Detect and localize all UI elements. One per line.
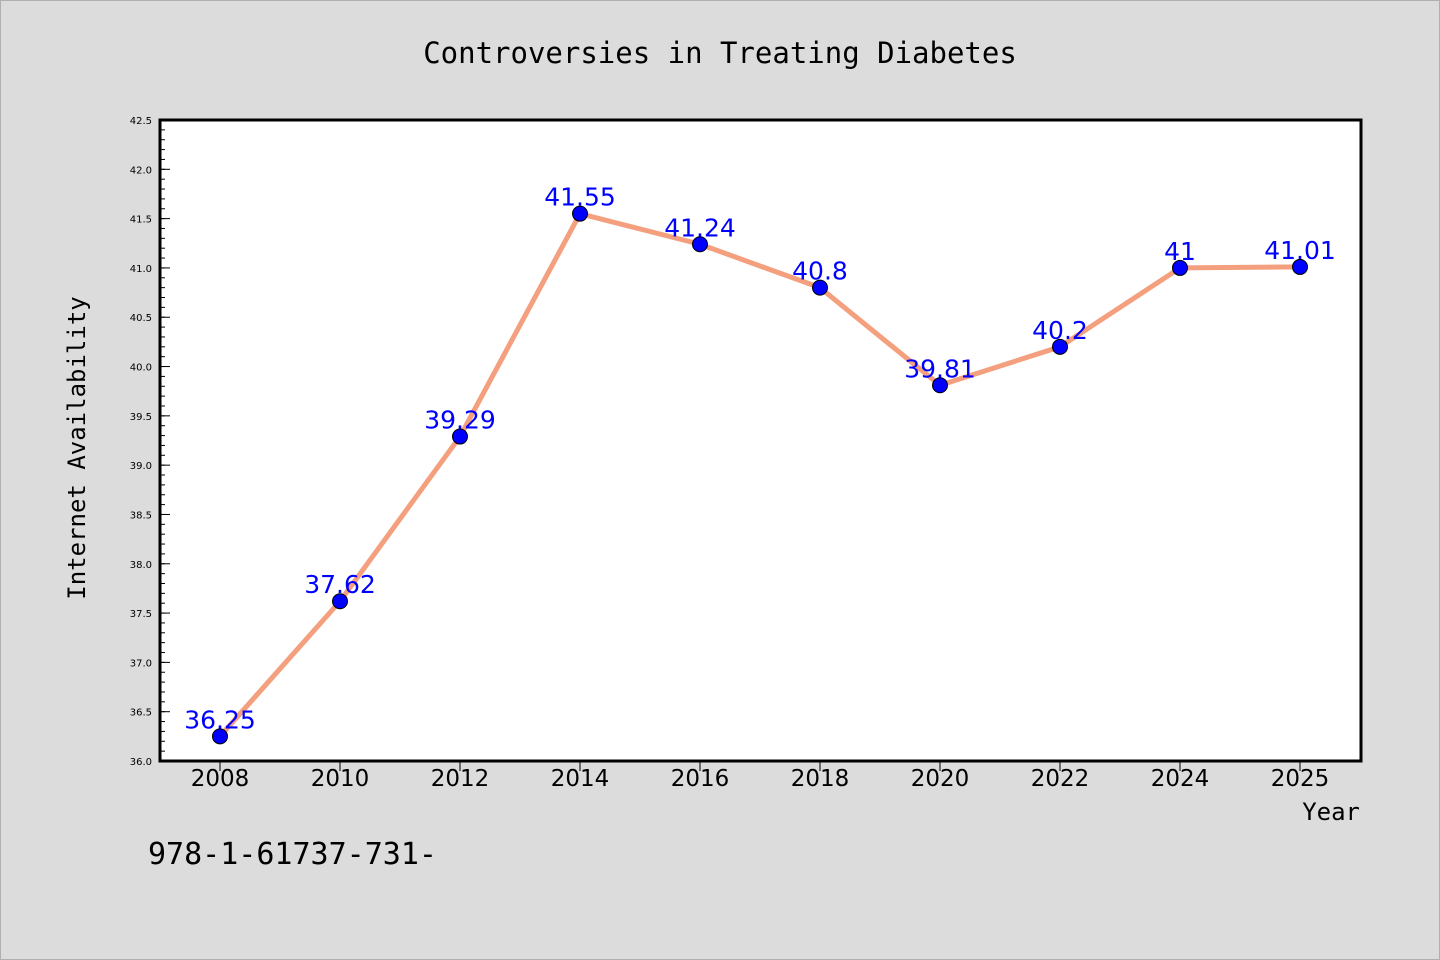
data-label: 41 bbox=[1164, 237, 1196, 266]
x-tick-label: 2022 bbox=[1031, 766, 1090, 792]
data-point bbox=[212, 728, 228, 745]
data-point bbox=[1292, 258, 1308, 275]
y-tick-label: 40.0 bbox=[130, 363, 152, 374]
x-tick-label: 2010 bbox=[311, 766, 370, 792]
y-tick-label: 37.5 bbox=[130, 609, 152, 620]
data-point bbox=[812, 279, 828, 296]
data-label: 37.62 bbox=[304, 570, 376, 599]
data-point bbox=[332, 593, 348, 610]
y-tick-label: 37.0 bbox=[130, 658, 152, 669]
data-label: 41.24 bbox=[664, 213, 736, 242]
data-point bbox=[692, 236, 708, 253]
data-label: 41.01 bbox=[1264, 236, 1336, 265]
data-label: 36.25 bbox=[184, 705, 256, 734]
x-tick-label: 2020 bbox=[911, 766, 970, 792]
y-tick-label: 39.5 bbox=[130, 412, 152, 423]
y-axis: 36.0 36.5 37.0 37.5 38.0 38.5 39.0 39.5 40.0 40.5… bbox=[130, 116, 170, 768]
x-tick-label: 2016 bbox=[671, 766, 730, 792]
y-tick-label: 36.0 bbox=[130, 757, 152, 768]
x-tick-label: 2008 bbox=[191, 766, 250, 792]
data-point bbox=[452, 428, 468, 445]
x-tick-label: 2014 bbox=[551, 766, 610, 792]
y-tick-label: 38.0 bbox=[130, 560, 152, 571]
x-tick-label: 2025 bbox=[1271, 766, 1330, 792]
data-label: 41.55 bbox=[544, 183, 616, 212]
data-label: 40.2 bbox=[1032, 316, 1088, 345]
x-axis: 2008 2010 2012 2014 2016 2018 2020 2022 2024 2025 bbox=[191, 761, 1330, 792]
x-axis-title: Year bbox=[1302, 798, 1360, 826]
data-point bbox=[572, 205, 588, 222]
y-tick-label: 38.5 bbox=[130, 510, 152, 521]
y-tick-label: 41.0 bbox=[130, 264, 152, 275]
y-tick-label: 41.5 bbox=[130, 215, 152, 226]
y-tick-label: 42.0 bbox=[130, 165, 152, 176]
x-tick-label: 2024 bbox=[1151, 766, 1210, 792]
data-label: 39.29 bbox=[424, 406, 496, 435]
x-tick-label: 2012 bbox=[431, 766, 490, 792]
series-layer: 36.25 37.62 39.29 41.55 41.24 40.8 39.81 40.2 41… bbox=[184, 183, 1336, 745]
y-tick-label: 40.5 bbox=[130, 313, 152, 324]
y-tick-label: 42.5 bbox=[130, 116, 152, 127]
data-label: 40.8 bbox=[792, 257, 848, 286]
footer-code: 978-1-61737-731- bbox=[148, 837, 437, 872]
series-line bbox=[217, 211, 1303, 739]
chart-title: Controversies in Treating Diabetes bbox=[423, 36, 1017, 70]
data-point bbox=[1052, 338, 1068, 355]
y-axis-title: Internet Availability bbox=[63, 296, 91, 599]
y-tick-label: 36.5 bbox=[130, 708, 152, 719]
y-tick-label: 39.0 bbox=[130, 461, 152, 472]
x-tick-label: 2018 bbox=[791, 766, 850, 792]
data-point bbox=[932, 377, 948, 394]
data-point bbox=[1172, 259, 1188, 276]
plot-area bbox=[158, 118, 1363, 763]
data-label: 39.81 bbox=[904, 354, 976, 383]
